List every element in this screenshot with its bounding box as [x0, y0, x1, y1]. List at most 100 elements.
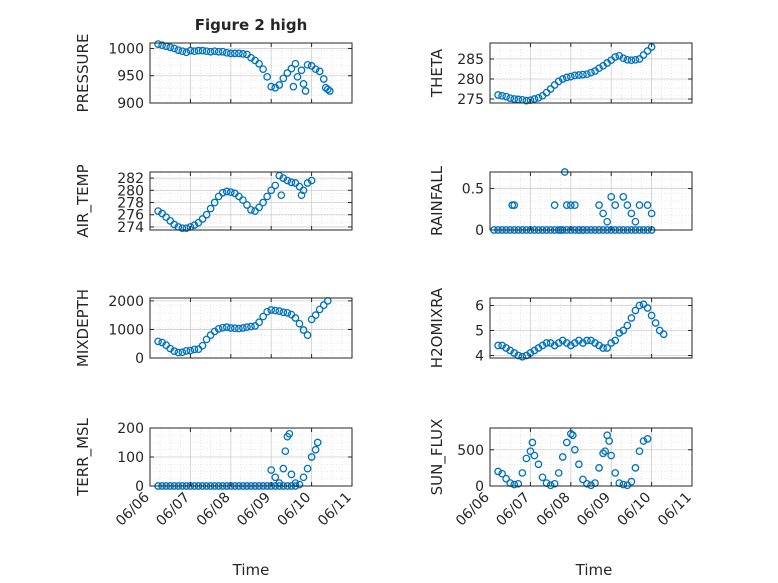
data-point	[623, 55, 632, 64]
data-point	[627, 477, 636, 486]
data-point	[174, 46, 183, 54]
data-point	[279, 464, 288, 473]
data-point	[247, 322, 255, 331]
data-point	[218, 47, 227, 56]
data-point	[639, 51, 648, 59]
data-point	[498, 469, 506, 478]
data-point	[283, 309, 292, 317]
data-point	[226, 188, 235, 196]
data-point	[494, 467, 502, 476]
data-point	[255, 318, 263, 327]
data-point	[190, 221, 199, 229]
data-point	[271, 306, 280, 315]
data-point	[631, 306, 640, 315]
data-point	[510, 95, 519, 103]
data-point	[267, 82, 276, 91]
data-point	[279, 74, 288, 83]
y-tick-label: 0	[135, 479, 144, 495]
data-point	[619, 326, 628, 335]
y-axis-label: PRESSURE	[74, 34, 92, 113]
data-point	[283, 176, 292, 185]
data-point	[178, 348, 187, 357]
x-tick-label: 06/09	[574, 490, 614, 530]
subplot-mixdepth: 0 1000 2000 MIXDEPTH	[74, 289, 353, 367]
data-point	[550, 479, 559, 488]
y-tick-label: 280	[117, 183, 144, 199]
data-point	[291, 314, 300, 322]
y-tick-label: 100	[117, 450, 144, 466]
data-point	[579, 475, 587, 484]
data-point	[255, 59, 263, 68]
x-tick-label: 06/06	[453, 489, 493, 529]
data-point	[259, 198, 267, 207]
data-point	[570, 201, 579, 209]
data-point	[575, 460, 583, 469]
data-point	[554, 77, 563, 86]
data-point	[647, 209, 656, 218]
data-point	[631, 55, 640, 64]
data-point	[255, 203, 263, 212]
data-point	[174, 348, 183, 357]
data-point	[182, 48, 191, 57]
data-point	[267, 186, 276, 195]
data-point	[562, 201, 571, 209]
data-point	[275, 307, 284, 315]
data-point	[226, 324, 235, 332]
y-tick-label: 900	[117, 96, 144, 112]
data-point	[611, 53, 620, 61]
data-point	[570, 71, 579, 80]
data-point	[550, 201, 559, 209]
data-point	[182, 224, 191, 233]
data-point	[186, 46, 195, 55]
y-tick-label: 275	[457, 92, 484, 108]
data-point	[562, 73, 571, 82]
data-point	[599, 449, 607, 458]
data-point	[319, 301, 328, 309]
data-point	[243, 323, 251, 331]
data-point	[170, 220, 179, 229]
x-tick-label: 06/10	[275, 490, 315, 530]
data-point	[190, 345, 199, 354]
data-point	[498, 91, 506, 100]
data-point	[587, 481, 595, 490]
y-tick-label: 274	[117, 220, 144, 236]
data-point	[297, 66, 306, 75]
data-point	[313, 438, 322, 447]
x-tick-label: 06/08	[194, 490, 234, 530]
data-point	[562, 438, 571, 447]
y-tick-label: 1000	[108, 322, 144, 338]
y-axis-label: SUN_FLUX	[428, 419, 447, 496]
y-tick-label: 276	[117, 208, 144, 224]
data-point	[605, 437, 614, 445]
data-point	[198, 46, 207, 55]
data-point	[510, 201, 519, 209]
axes-frame	[489, 42, 693, 104]
y-tick-label: 950	[117, 69, 144, 85]
data-point	[275, 81, 284, 89]
data-point	[299, 326, 308, 334]
data-point	[623, 201, 632, 209]
data-point	[279, 308, 288, 317]
data-point	[307, 315, 316, 324]
data-point	[307, 453, 316, 461]
data-point	[311, 445, 320, 454]
data-point	[583, 336, 591, 345]
data-point	[154, 207, 162, 215]
data-point	[287, 178, 296, 187]
data-point	[619, 54, 628, 63]
data-point	[235, 324, 243, 333]
data-point	[619, 480, 628, 489]
data-point	[239, 196, 247, 204]
axes-frame	[489, 171, 693, 231]
data-point	[271, 181, 280, 190]
data-point	[526, 447, 535, 456]
data-point	[651, 319, 660, 327]
data-point	[643, 201, 652, 209]
y-tick-label: 200	[117, 421, 144, 437]
data-point	[299, 473, 308, 482]
data-point	[534, 93, 543, 102]
data-point	[194, 46, 203, 55]
data-point	[186, 346, 195, 355]
y-tick-label: 1000	[108, 41, 144, 57]
